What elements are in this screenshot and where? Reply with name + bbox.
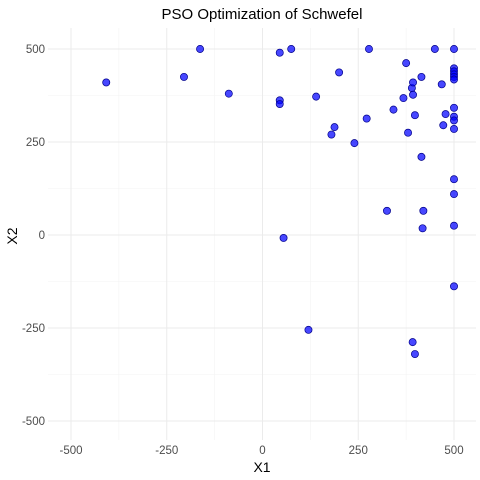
data-point bbox=[350, 139, 359, 148]
data-point bbox=[418, 224, 427, 233]
data-point bbox=[409, 90, 417, 99]
data-point bbox=[327, 130, 336, 139]
data-point bbox=[439, 121, 448, 130]
x-tick-label: 0 bbox=[259, 445, 265, 457]
data-point bbox=[450, 45, 458, 53]
data-point bbox=[275, 48, 284, 57]
y-tick-label: -250 bbox=[22, 323, 45, 335]
y-tick-label: 0 bbox=[39, 230, 45, 242]
data-point bbox=[417, 152, 426, 161]
data-point bbox=[383, 206, 391, 215]
data-point bbox=[287, 45, 296, 53]
data-point bbox=[441, 110, 450, 119]
x-tick-label: -500 bbox=[59, 445, 82, 457]
data-point bbox=[450, 103, 458, 112]
data-point bbox=[430, 45, 439, 53]
data-point bbox=[450, 75, 458, 84]
data-point bbox=[335, 68, 344, 77]
data-point bbox=[402, 59, 411, 68]
data-point bbox=[409, 78, 417, 87]
data-point bbox=[408, 338, 417, 347]
data-point bbox=[437, 80, 446, 89]
x-tick-label: 250 bbox=[349, 445, 368, 457]
data-point bbox=[365, 45, 373, 53]
data-points bbox=[102, 45, 458, 358]
data-point bbox=[279, 234, 288, 242]
y-axis-label: X2 bbox=[4, 227, 20, 244]
data-point bbox=[450, 116, 458, 125]
data-point bbox=[417, 72, 426, 81]
x-tick-label: -250 bbox=[155, 445, 178, 457]
y-axis-ticks: -500 -250 0 250 500 bbox=[22, 44, 45, 428]
data-point bbox=[102, 78, 111, 87]
data-point bbox=[330, 123, 339, 132]
data-point bbox=[450, 125, 458, 133]
data-point bbox=[450, 175, 458, 184]
data-point bbox=[224, 89, 233, 98]
y-tick-label: 250 bbox=[26, 137, 45, 149]
data-point bbox=[410, 111, 419, 120]
data-point bbox=[196, 45, 205, 53]
data-point bbox=[275, 100, 284, 109]
data-point bbox=[450, 221, 458, 230]
data-point bbox=[389, 105, 398, 114]
data-point bbox=[312, 92, 321, 101]
data-point bbox=[304, 325, 313, 334]
data-point bbox=[419, 206, 428, 215]
major-gridlines bbox=[48, 28, 476, 440]
data-point bbox=[450, 190, 458, 199]
data-point bbox=[180, 72, 188, 81]
y-tick-label: -500 bbox=[22, 416, 45, 428]
chart-title: PSO Optimization of Schwefel bbox=[162, 6, 363, 23]
data-point bbox=[410, 350, 419, 358]
x-tick-label: 500 bbox=[444, 445, 463, 457]
x-axis-label: X1 bbox=[253, 459, 270, 475]
y-tick-label: 500 bbox=[26, 44, 45, 56]
x-axis-ticks: -500 -250 0 250 500 bbox=[59, 445, 463, 457]
data-point bbox=[404, 128, 412, 137]
data-point bbox=[399, 94, 408, 103]
data-point bbox=[450, 282, 458, 291]
data-point bbox=[362, 114, 371, 123]
